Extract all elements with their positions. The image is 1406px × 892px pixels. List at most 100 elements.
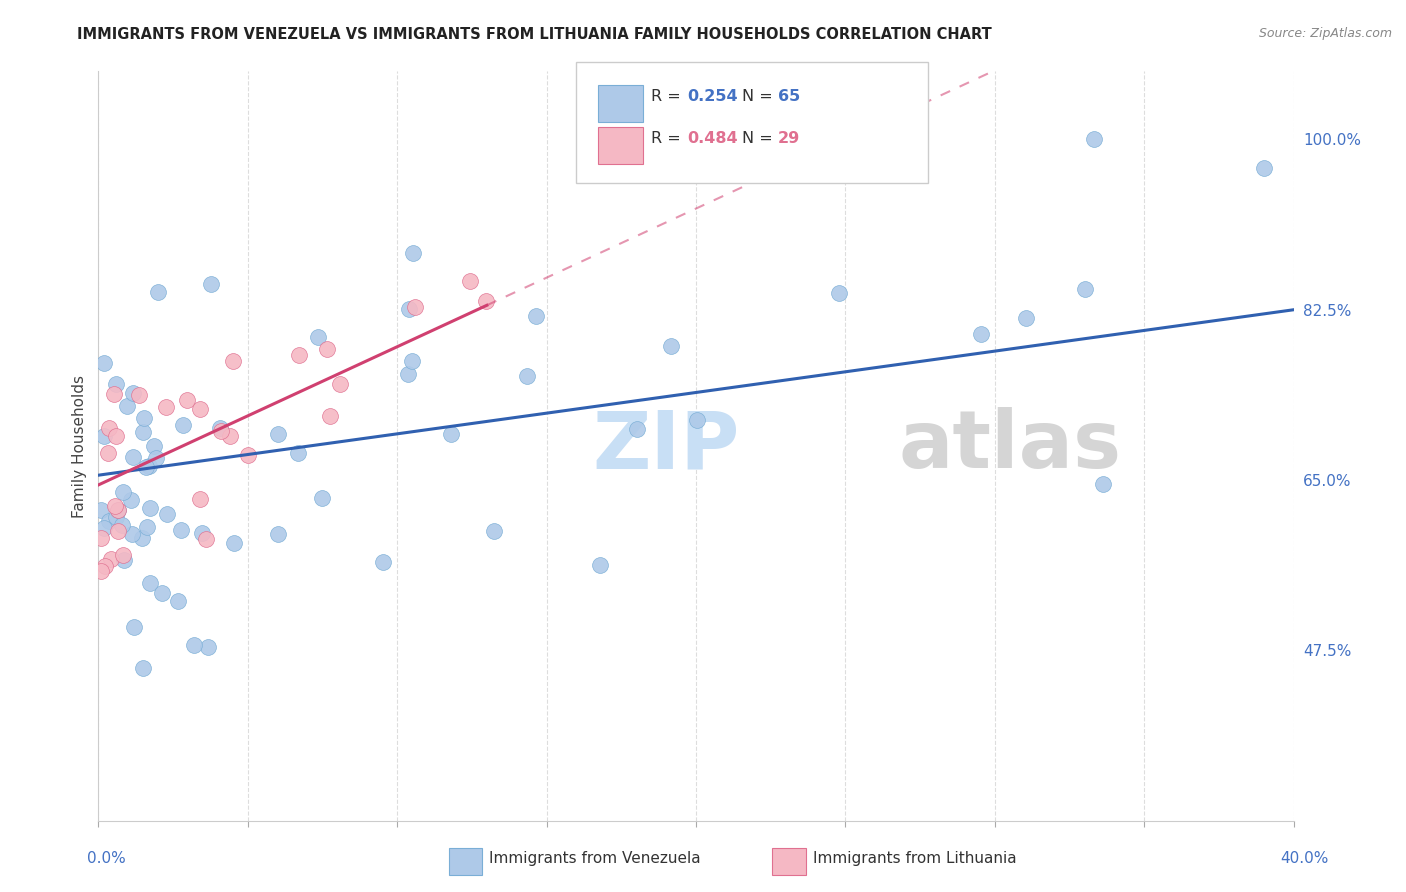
Point <box>183 638 205 652</box>
Point <box>104 429 127 443</box>
Point <box>172 418 194 433</box>
Point <box>170 523 193 537</box>
Point <box>104 509 127 524</box>
Text: Source: ZipAtlas.com: Source: ZipAtlas.com <box>1258 27 1392 40</box>
Point <box>94 558 117 573</box>
Point <box>219 428 242 442</box>
Point <box>209 421 232 435</box>
Point <box>288 348 311 362</box>
Point <box>373 555 395 569</box>
Point <box>100 552 122 566</box>
Point <box>589 558 612 572</box>
Point <box>659 339 682 353</box>
Point <box>97 446 120 460</box>
Point <box>686 413 709 427</box>
Point <box>150 586 173 600</box>
Point <box>142 439 165 453</box>
Point <box>287 446 309 460</box>
Point <box>267 527 290 541</box>
Point <box>111 484 134 499</box>
Point <box>396 368 419 382</box>
Text: 0.254: 0.254 <box>688 89 738 103</box>
Text: R =: R = <box>651 131 686 145</box>
Point <box>188 491 211 506</box>
Point <box>107 502 129 516</box>
Point <box>329 377 352 392</box>
Point <box>155 400 177 414</box>
Point <box>122 385 145 400</box>
Text: 29: 29 <box>778 131 800 145</box>
Point <box>120 493 142 508</box>
Point <box>482 524 505 538</box>
Point <box>1083 132 1105 146</box>
Point <box>398 301 420 316</box>
Point <box>90 531 112 545</box>
Point <box>98 514 121 528</box>
Point <box>93 429 115 443</box>
Point <box>626 422 648 436</box>
Point <box>221 353 243 368</box>
Point <box>167 593 190 607</box>
Text: N =: N = <box>742 89 779 103</box>
Point <box>195 532 218 546</box>
Point <box>404 300 426 314</box>
Text: Immigrants from Lithuania: Immigrants from Lithuania <box>813 851 1017 865</box>
Point <box>104 499 127 513</box>
Text: ZIP: ZIP <box>592 407 740 485</box>
Point <box>307 330 329 344</box>
Point <box>224 536 246 550</box>
Point <box>318 409 340 423</box>
Point <box>107 503 129 517</box>
Text: IMMIGRANTS FROM VENEZUELA VS IMMIGRANTS FROM LITHUANIA FAMILY HOUSEHOLDS CORRELA: IMMIGRANTS FROM VENEZUELA VS IMMIGRANTS … <box>77 27 993 42</box>
Point <box>132 425 155 439</box>
Y-axis label: Family Households: Family Households <box>72 375 87 517</box>
Text: R =: R = <box>651 89 686 103</box>
Point <box>90 502 112 516</box>
Point <box>475 294 498 309</box>
Point <box>128 388 150 402</box>
Point <box>209 424 232 438</box>
Point <box>138 458 160 473</box>
Point <box>188 401 211 416</box>
Point <box>191 526 214 541</box>
Point <box>1074 282 1097 296</box>
Text: Immigrants from Venezuela: Immigrants from Venezuela <box>489 851 702 865</box>
Text: 65: 65 <box>778 89 800 103</box>
Point <box>266 427 288 442</box>
Point <box>401 353 423 368</box>
Point <box>156 507 179 521</box>
Point <box>828 285 851 300</box>
Point <box>93 356 115 370</box>
Text: N =: N = <box>742 131 779 145</box>
Point <box>1015 310 1038 325</box>
Point <box>970 327 993 342</box>
Point <box>103 387 125 401</box>
Text: 0.484: 0.484 <box>688 131 738 145</box>
Point <box>402 246 425 260</box>
Text: 0.0%: 0.0% <box>87 851 127 865</box>
Point <box>135 519 157 533</box>
Point <box>111 548 134 562</box>
Point <box>131 531 153 545</box>
Point <box>460 274 482 288</box>
Point <box>145 451 167 466</box>
Point <box>176 392 198 407</box>
Point <box>1253 161 1275 175</box>
Point <box>139 500 162 515</box>
Point <box>107 524 129 538</box>
Point <box>98 421 121 435</box>
Point <box>236 448 259 462</box>
Point <box>1091 476 1114 491</box>
Text: atlas: atlas <box>898 407 1121 485</box>
Point <box>146 285 169 299</box>
Point <box>311 491 333 506</box>
Point <box>90 565 112 579</box>
Point <box>115 399 138 413</box>
Point <box>139 575 162 590</box>
Point <box>112 553 135 567</box>
Point <box>122 620 145 634</box>
Point <box>440 427 463 442</box>
Text: 40.0%: 40.0% <box>1281 851 1329 865</box>
Point <box>316 342 339 356</box>
Point <box>134 411 156 425</box>
